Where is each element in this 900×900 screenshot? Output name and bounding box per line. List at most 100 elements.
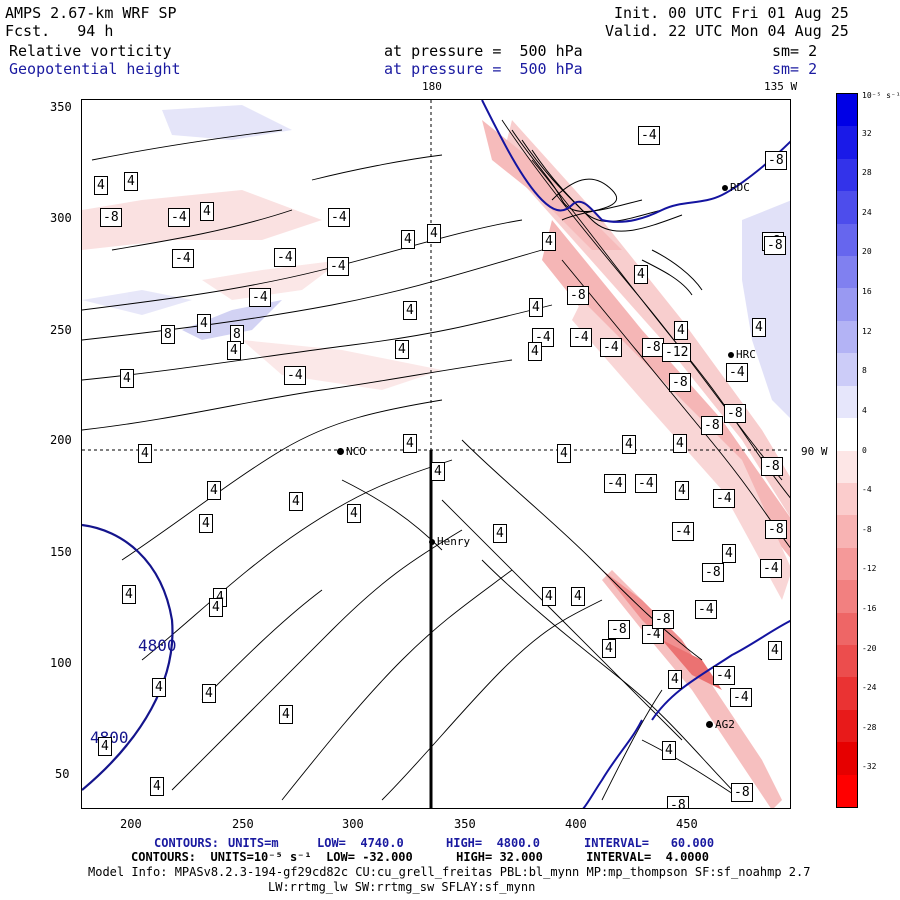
vorticity-contour-label: -4 [600, 338, 622, 357]
field1-pressure: at pressure = 500 hPa [384, 42, 583, 60]
vorticity-contour-label: 4 [122, 585, 136, 604]
vorticity-contour-label: 4 [557, 444, 571, 463]
vorticity-contour-label: -8 [608, 620, 630, 639]
vorticity-contour-label: 4 [227, 341, 241, 360]
contours1-interval: INTERVAL= 60.000 [584, 836, 715, 850]
colorbar-tick-label: -8 [862, 524, 872, 534]
vorticity-contour-label: -8 [667, 796, 689, 808]
y-tick-label: 100 [50, 656, 72, 670]
colorbar-unit: 10⁻⁵ s⁻¹ [862, 91, 900, 100]
vorticity-contour-label: -8 [669, 373, 691, 392]
vorticity-contour-label: 4 [403, 434, 417, 453]
x-tick-label: 200 [120, 817, 142, 831]
colorbar-tick-label: -16 [862, 603, 877, 613]
vorticity-contour-label: 4 [622, 435, 636, 454]
vorticity-contour-label: 4 [542, 232, 556, 251]
vorticity-contour-label: 4 [120, 369, 134, 388]
vorticity-contour-label: -4 [638, 126, 660, 145]
field2-smooth: sm= 2 [772, 60, 818, 78]
vorticity-contour-label: 4 [403, 301, 417, 320]
colorbar-tick-label: 0 [862, 445, 867, 455]
vorticity-contour-label: 4 [401, 230, 415, 249]
vorticity-contour-label: 4 [207, 481, 221, 500]
vorticity-contour-label: 4 [602, 639, 616, 658]
vorticity-contour-label: 4 [347, 504, 361, 523]
colorbar-tick-label: 16 [862, 287, 872, 297]
colorbar-block [837, 774, 857, 808]
vorticity-contour-label: 4 [138, 444, 152, 463]
vorticity-contour-label: 4 [197, 314, 211, 333]
colorbar-block [837, 158, 857, 192]
coastline [481, 100, 790, 808]
station-nco: NCO [337, 446, 366, 457]
vorticity-contour-label: 4 [722, 544, 736, 563]
vorticity-contour-label: -8 [567, 286, 589, 305]
vorticity-contour-label: 4 [634, 265, 648, 284]
colorbar-block [837, 644, 857, 678]
colorbar-tick-label: -20 [862, 643, 877, 653]
vorticity-contour-label: 4 [279, 705, 293, 724]
vorticity-contour-label: 4 [431, 462, 445, 481]
vorticity-contour-label: -8 [765, 151, 787, 170]
vorticity-contour-label: -4 [249, 288, 271, 307]
vorticity-contour-label: 4 [662, 741, 676, 760]
colorbar-block [837, 612, 857, 646]
vorticity-contour-label: -4 [642, 625, 664, 644]
x-tick-label: 350 [454, 817, 476, 831]
vorticity-contour-label: 4 [98, 737, 112, 756]
vorticity-contour-label: -12 [662, 343, 692, 362]
colorbar-tick-label: 8 [862, 366, 867, 376]
init-time: Init. 00 UTC Fri 01 Aug 25 [614, 4, 849, 22]
y-tick-label: 250 [50, 323, 72, 337]
lon-label-90w: 90 W [801, 445, 828, 458]
vorticity-contour-label: 4 [199, 514, 213, 533]
station-henry: Henry [429, 536, 470, 547]
station-ag2: AG2 [706, 719, 735, 730]
vorticity-contour-label: -4 [284, 366, 306, 385]
colorbar-block [837, 580, 857, 614]
colorbar-block [837, 547, 857, 581]
vorticity-contour-label: 4 [209, 598, 223, 617]
vorticity-contour-label: 4 [124, 172, 138, 191]
vorticity-contour-label: -8 [702, 563, 724, 582]
colorbar-tick-label: 12 [862, 326, 872, 336]
vorticity-contour-label: 4 [768, 641, 782, 660]
colorbar-tick-label: 4 [862, 405, 867, 415]
colorbar-tick-label: -32 [862, 762, 877, 772]
vorticity-contour-label: 4 [529, 298, 543, 317]
colorbar [836, 93, 858, 808]
colorbar-tick-label: 28 [862, 168, 872, 178]
vorticity-contour-label: -4 [635, 474, 657, 493]
colorbar-block [837, 709, 857, 743]
height-label: 4800 [138, 636, 177, 655]
colorbar-block [837, 256, 857, 289]
vorticity-contour-label: -4 [604, 474, 626, 493]
colorbar-block [837, 677, 857, 711]
station-rdc: RDC [722, 182, 750, 193]
vorticity-contour-label: -4 [672, 522, 694, 541]
x-tick-label: 450 [676, 817, 698, 831]
colorbar-tick-label: -12 [862, 564, 877, 574]
vorticity-contour-label: -4 [172, 249, 194, 268]
x-tick-label: 300 [342, 817, 364, 831]
vorticity-contour-label: -4 [726, 363, 748, 382]
vorticity-contour-label: 4 [395, 340, 409, 359]
vorticity-contour-label: 4 [752, 318, 766, 337]
vorticity-contour-label: 4 [289, 492, 303, 511]
colorbar-block [837, 353, 857, 387]
vorticity-contour-label: -8 [731, 783, 753, 802]
field1-smooth: sm= 2 [772, 42, 818, 60]
field2-pressure: at pressure = 500 hPa [384, 60, 583, 78]
vorticity-contour-label: -8 [724, 404, 746, 423]
colorbar-block [837, 223, 857, 257]
colorbar-block [837, 742, 857, 776]
vorticity-contour-label: 4 [152, 678, 166, 697]
vorticity-contour-label: 4 [668, 670, 682, 689]
contours1-label: CONTOURS: [154, 836, 220, 850]
vorticity-contour-label: -4 [328, 208, 350, 227]
vorticity-contour-label: -4 [713, 489, 735, 508]
colorbar-tick-label: 24 [862, 207, 872, 217]
vorticity-contour-label: 4 [427, 224, 441, 243]
vorticity-contour-label: -8 [761, 457, 783, 476]
vorticity-contour-label: -4 [274, 248, 296, 267]
